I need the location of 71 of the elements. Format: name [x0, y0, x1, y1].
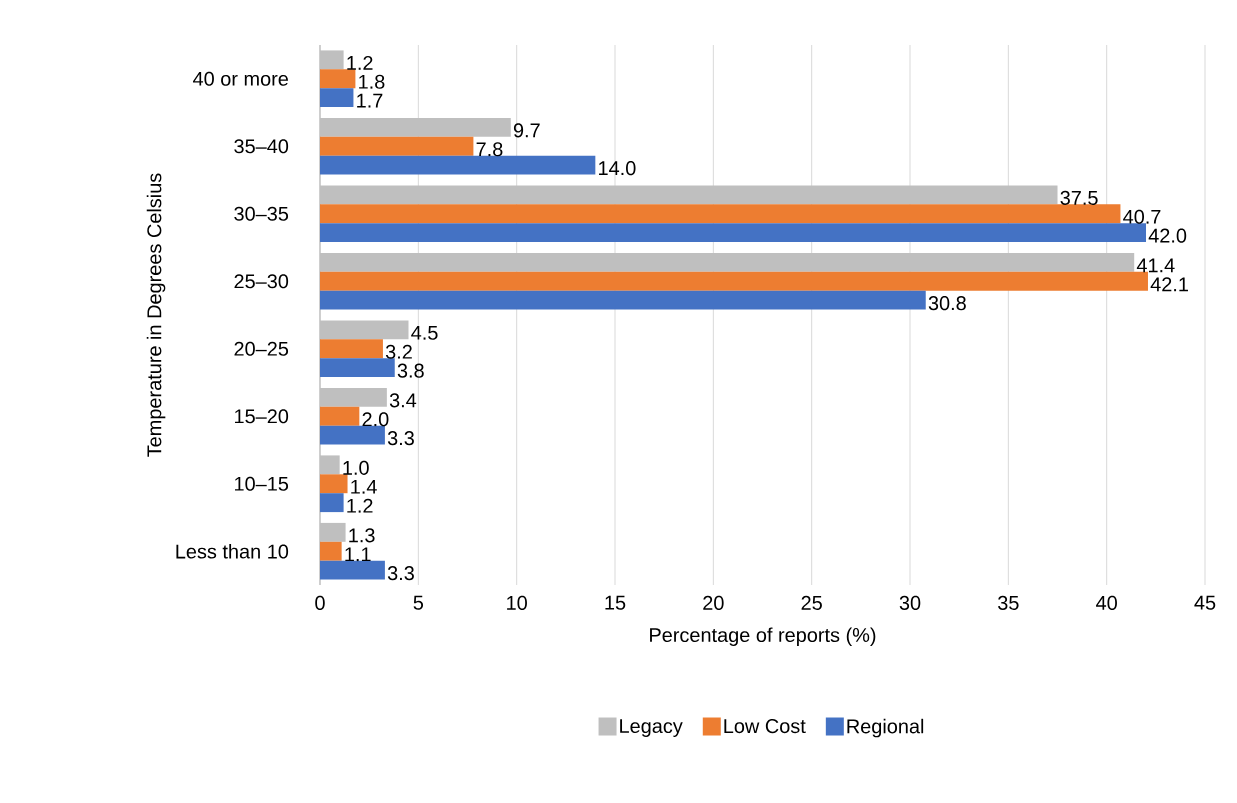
y-tick-label: 10–15 [235, 476, 289, 491]
legend-label: Legacy [620, 719, 683, 738]
data-label: 42.1 [1150, 277, 1188, 292]
y-tick-label: 20–25 [234, 341, 289, 356]
data-label: 3.8 [397, 363, 424, 378]
bar [320, 387, 387, 407]
legend-label: Regional [847, 718, 924, 738]
bar [320, 541, 342, 561]
bar [320, 320, 409, 340]
bar [320, 204, 1121, 224]
data-label: 30.8 [928, 296, 966, 311]
x-tick-label: 35 [998, 595, 1019, 610]
bar [320, 474, 348, 494]
bar [320, 185, 1058, 205]
data-label: 1.2 [347, 55, 373, 70]
bar [320, 425, 385, 445]
bar [320, 117, 511, 137]
data-label: 1.7 [357, 93, 383, 108]
bar [320, 50, 344, 70]
bar [320, 69, 356, 89]
y-tick-label: 40 or more [193, 71, 288, 86]
legend-label: Low Cost [724, 719, 806, 734]
y-tick-label: 15–20 [235, 409, 289, 424]
data-label: 1.3 [349, 528, 375, 543]
y-tick-label: Less than 10 [176, 543, 289, 559]
y-tick-label: 25–30 [234, 274, 289, 289]
x-tick-label: 15 [605, 595, 626, 610]
data-label: 3.3 [387, 431, 414, 446]
x-tick-label: 45 [1194, 595, 1216, 610]
x-tick-label: 10 [507, 595, 527, 610]
data-label: 7.8 [476, 142, 503, 157]
bar [320, 455, 340, 475]
bar [320, 271, 1148, 291]
data-label: 1.2 [347, 498, 373, 513]
data-label: 14.0 [599, 161, 636, 176]
bar [320, 252, 1135, 272]
bar [320, 290, 926, 310]
x-tick-label: 30 [899, 595, 921, 610]
bar [320, 522, 346, 542]
bar [320, 493, 344, 513]
data-label: 1.0 [343, 460, 369, 475]
bar [320, 560, 385, 580]
x-tick-label: 40 [1096, 595, 1117, 610]
data-label: 1.4 [351, 479, 377, 494]
data-label: 3.4 [389, 393, 417, 408]
data-label: 1.8 [359, 74, 385, 89]
x-tick-label: 20 [703, 595, 724, 610]
data-label: 4.5 [411, 325, 438, 340]
bar [320, 358, 395, 378]
bar [320, 136, 474, 156]
data-label: 3.3 [387, 566, 414, 581]
data-label: 40.7 [1123, 209, 1161, 224]
bar [320, 88, 354, 108]
data-label: 3.2 [385, 344, 412, 359]
data-label: 9.7 [513, 123, 540, 138]
x-tick-label: 5 [413, 595, 424, 610]
y-tick-label: 35–40 [234, 139, 289, 154]
x-axis-title: Percentage of reports (%) [650, 627, 876, 647]
y-axis-title: Temperature in Degrees Celsius [146, 173, 166, 457]
bar [320, 155, 596, 175]
bar [320, 223, 1147, 243]
data-label: 42.0 [1148, 228, 1187, 243]
bar [320, 406, 360, 426]
data-label: 2.0 [362, 412, 389, 427]
data-label: 1.1 [345, 547, 371, 562]
data-label: 41.4 [1136, 258, 1175, 273]
x-tick-label: 25 [801, 595, 822, 610]
bar [320, 339, 383, 359]
data-label: 37.5 [1060, 190, 1098, 205]
x-tick-label: 0 [315, 595, 325, 610]
y-tick-label: 30–35 [234, 206, 289, 221]
